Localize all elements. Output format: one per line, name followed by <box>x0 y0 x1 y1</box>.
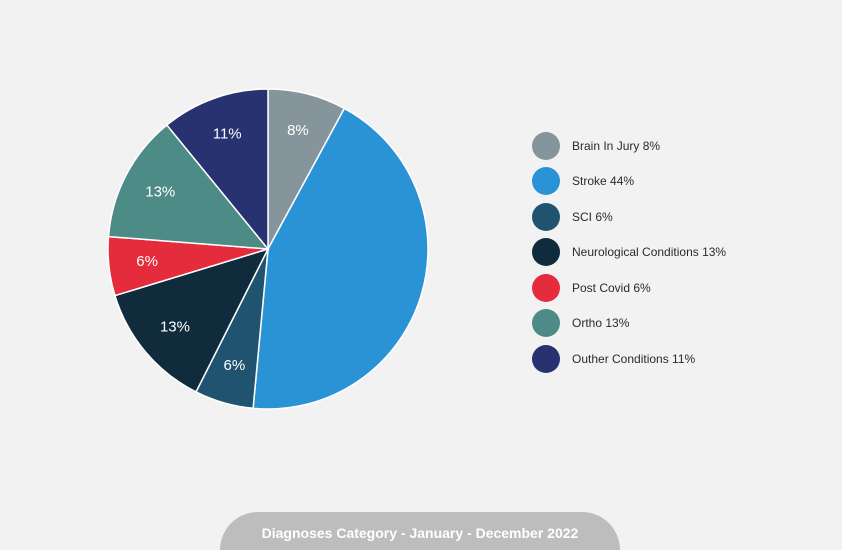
slice-label: 13% <box>160 318 190 335</box>
legend-label: Brain In Jury 8% <box>572 138 661 153</box>
legend-swatch <box>532 202 560 231</box>
chart-title: Diagnoses Category - January - December … <box>261 525 579 541</box>
slice-label: 13% <box>145 184 175 201</box>
legend-item: Brain In Jury 8% <box>532 128 726 164</box>
slice-label: 8% <box>287 122 309 139</box>
slice-label: 6% <box>136 253 158 270</box>
legend-swatch <box>532 238 560 267</box>
legend-label: SCI 6% <box>572 209 613 224</box>
slice-label: 11% <box>213 125 242 142</box>
legend-item: SCI 6% <box>532 199 726 235</box>
legend-item: Outher Conditions 11% <box>532 341 726 377</box>
chart-title-banner: Diagnoses Category - January - December … <box>220 512 620 550</box>
legend-label: Neurological Conditions 13% <box>572 245 727 260</box>
chart-legend: Brain In Jury 8% Stroke 44% SCI 6% Neurolog… <box>532 128 726 377</box>
legend-item: Stroke 44% <box>532 164 726 200</box>
legend-swatch <box>532 167 560 196</box>
legend-item: Neurological Conditions 13% <box>532 235 726 271</box>
pie-slice-outher-conditions <box>165 88 269 252</box>
slice-label: 6% <box>224 357 246 374</box>
legend-label: Outher Conditions 11% <box>572 351 696 366</box>
legend-label: Ortho 13% <box>572 316 630 331</box>
legend-swatch <box>532 309 560 338</box>
legend-item: Ortho 13% <box>532 306 726 342</box>
legend-swatch <box>532 273 560 302</box>
legend-swatch <box>532 131 560 160</box>
legend-label: Post Covid 6% <box>572 280 651 295</box>
pie-slice-stroke <box>252 107 429 410</box>
legend-swatch <box>532 344 560 373</box>
legend-label: Stroke 44% <box>572 174 635 189</box>
legend-item: Post Covid 6% <box>532 270 726 306</box>
pie-slice-ortho <box>107 123 270 250</box>
